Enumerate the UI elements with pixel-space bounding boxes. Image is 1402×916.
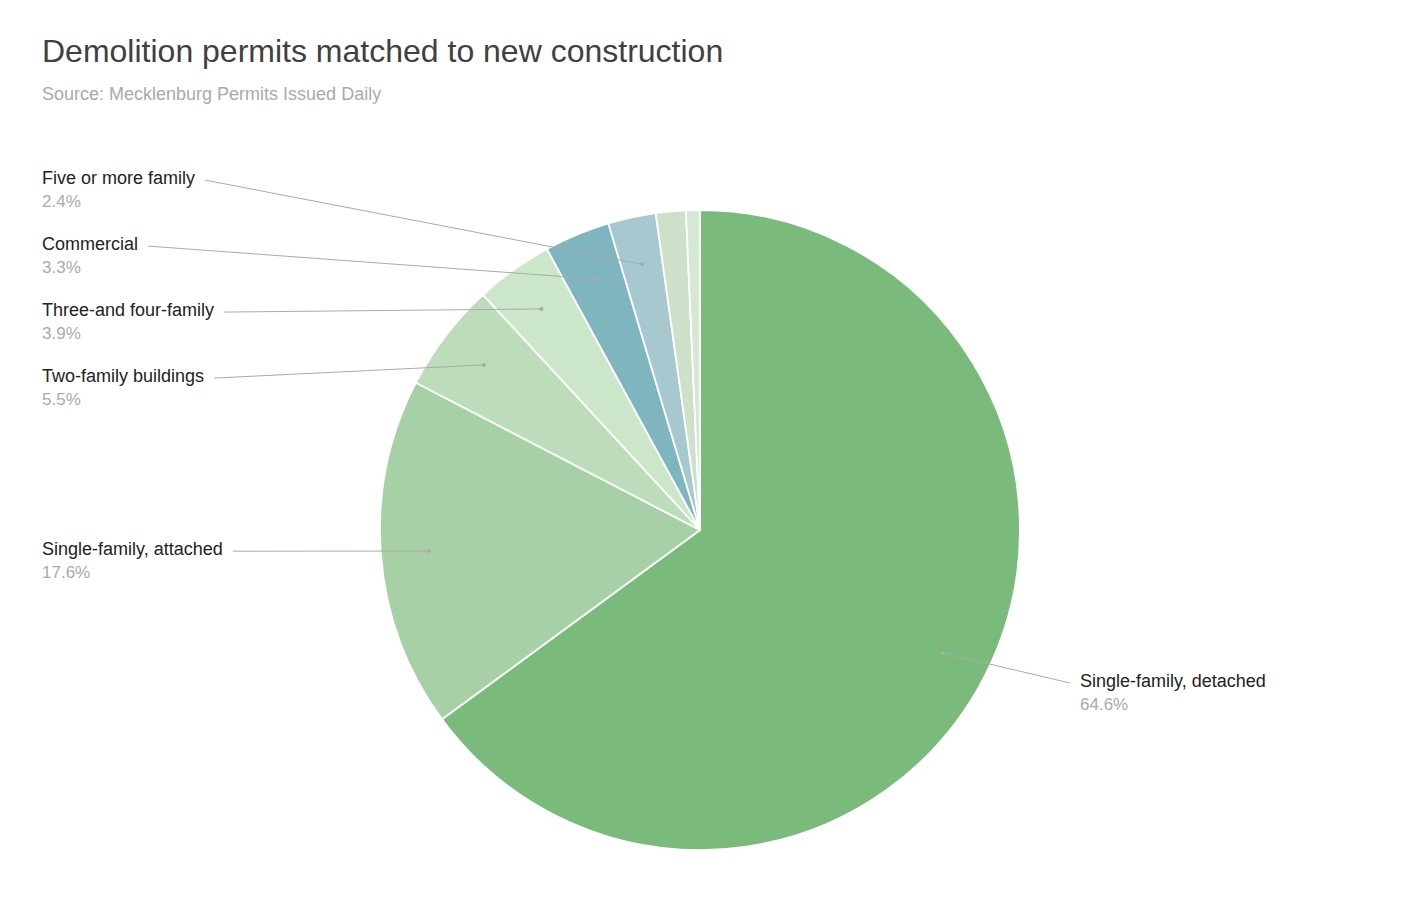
annotations: Five or more family 2.4% Commercial 3.3% Thr… <box>42 168 1266 714</box>
leader-line <box>214 365 484 378</box>
data-label: 64.6% <box>1080 695 1128 714</box>
data-label: 3.9% <box>42 324 81 343</box>
slice-label: Single-family, detached <box>1080 671 1266 691</box>
subtitle: Source: Mecklenburg Permits Issued Daily <box>42 84 381 104</box>
leader-dot <box>941 651 945 655</box>
chart-container: Demolition permits matched to new constr… <box>0 0 1402 916</box>
pie-slice <box>686 210 700 530</box>
data-label: 5.5% <box>42 390 81 409</box>
annotation: Single-family, attached 17.6% <box>42 539 223 582</box>
annotation: Commercial 3.3% <box>42 234 138 277</box>
slice-label: Single-family, attached <box>42 539 223 559</box>
leader-dot <box>593 277 597 281</box>
background <box>0 0 1402 916</box>
title: Demolition permits matched to new constr… <box>42 33 723 69</box>
leader-line <box>943 653 1070 683</box>
leader-line <box>233 551 429 552</box>
leader-dot <box>540 307 544 311</box>
annotation: Five or more family 2.4% <box>42 168 195 211</box>
chart-svg: Demolition permits matched to new constr… <box>0 0 1402 916</box>
annotation: Three-and four-family 3.9% <box>42 300 214 343</box>
data-label: 3.3% <box>42 258 81 277</box>
leader-line <box>148 246 595 279</box>
slice-label: Five or more family <box>42 168 195 188</box>
leader-dot <box>427 549 431 553</box>
leader-dot <box>482 363 486 367</box>
data-label: 2.4% <box>42 192 81 211</box>
leader-dot <box>640 262 644 266</box>
leader-line <box>224 309 541 312</box>
annotation: Single-family, detached 64.6% <box>1080 671 1266 714</box>
pie <box>380 210 1020 850</box>
leader-line <box>205 180 642 264</box>
slice-label: Two-family buildings <box>42 366 204 386</box>
pie-slice <box>656 210 700 530</box>
data-label: 17.6% <box>42 563 90 582</box>
slice-label: Three-and four-family <box>42 300 214 320</box>
slice-label: Commercial <box>42 234 138 254</box>
annotation: Two-family buildings 5.5% <box>42 366 204 409</box>
